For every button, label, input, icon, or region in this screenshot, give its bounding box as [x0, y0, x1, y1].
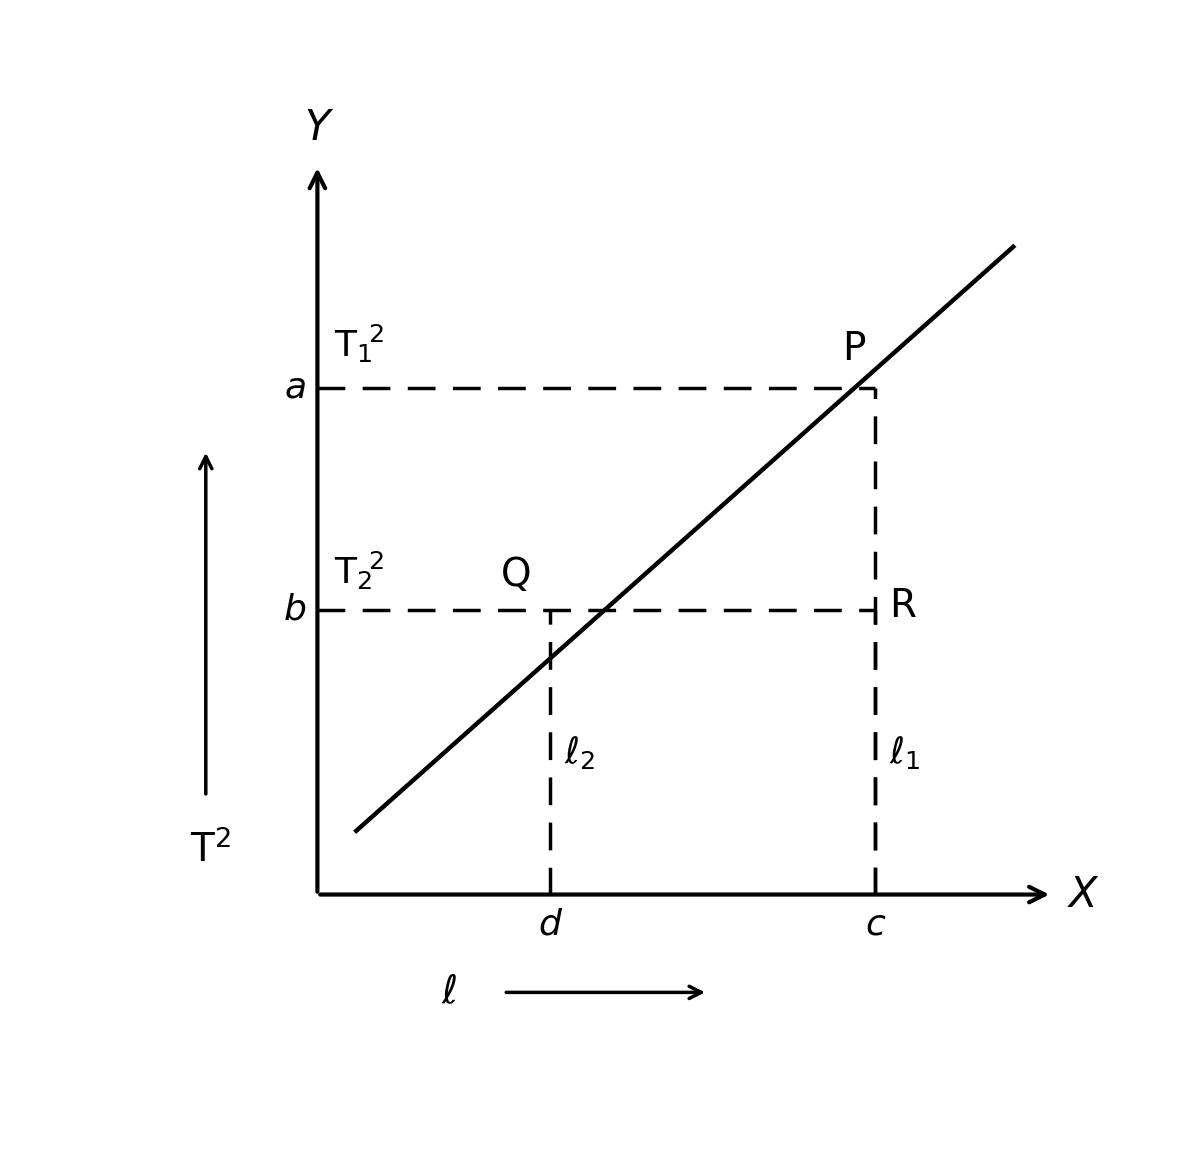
Text: T$_2\!^2$: T$_2\!^2$ — [334, 550, 384, 593]
Text: c: c — [865, 908, 886, 941]
Text: X: X — [1069, 873, 1097, 916]
Text: $\ell$: $\ell$ — [440, 974, 457, 1012]
Text: P: P — [842, 330, 866, 368]
Text: T$_1\!^2$: T$_1\!^2$ — [334, 323, 384, 365]
Text: T$^2$: T$^2$ — [190, 830, 230, 870]
Text: b: b — [283, 593, 306, 627]
Text: Q: Q — [500, 556, 532, 594]
Text: Y: Y — [305, 107, 330, 149]
Text: $\ell_2$: $\ell_2$ — [564, 733, 595, 770]
Text: a: a — [284, 371, 306, 404]
Text: R: R — [889, 587, 917, 625]
Text: d: d — [539, 908, 562, 941]
Text: $\ell_1$: $\ell_1$ — [889, 733, 920, 770]
